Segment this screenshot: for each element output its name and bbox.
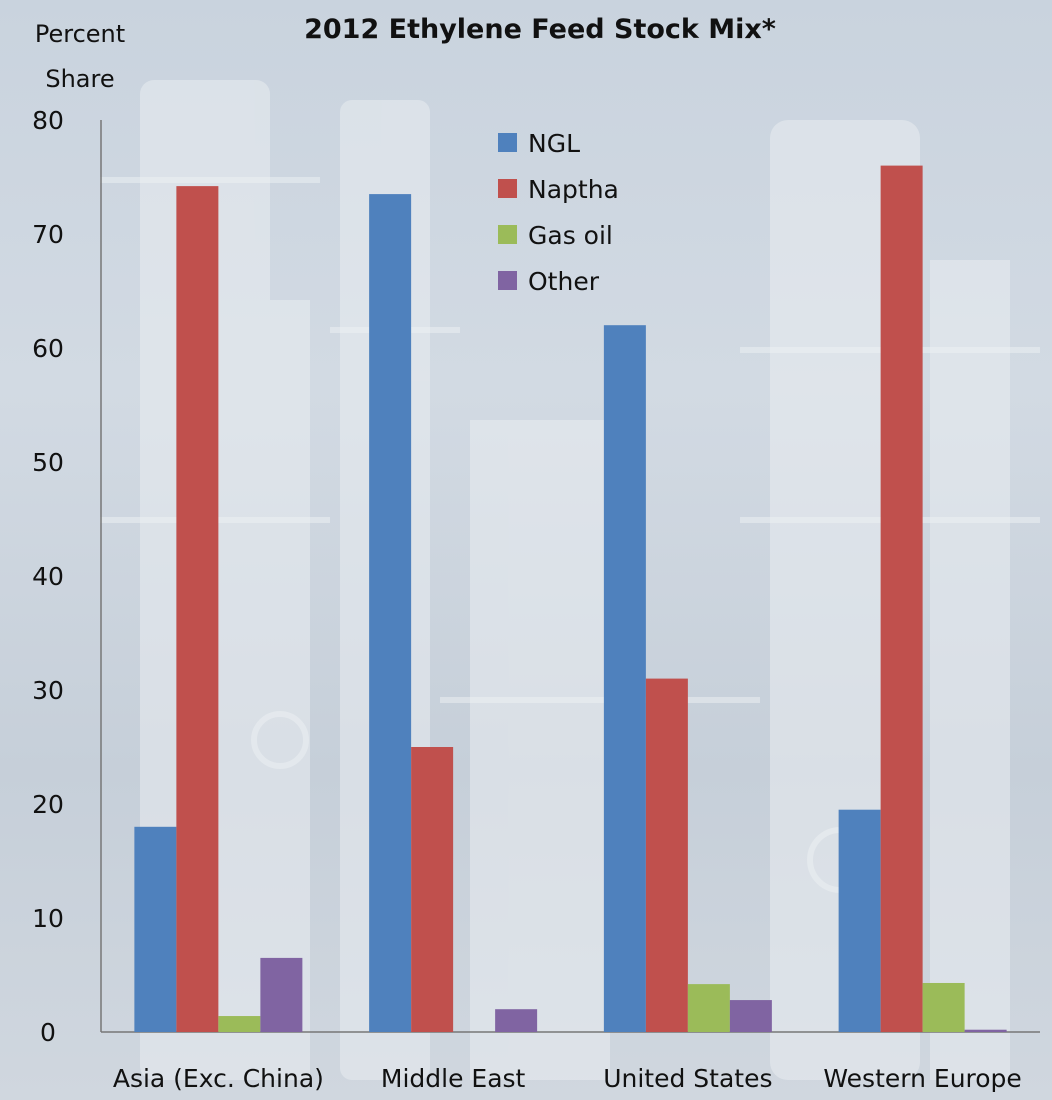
y-tick-label: 60 bbox=[32, 334, 64, 363]
bar-naptha bbox=[411, 747, 454, 1032]
y-tick-label: 20 bbox=[32, 790, 64, 819]
y-tick-label: 70 bbox=[32, 220, 64, 249]
bar-ngl bbox=[369, 194, 412, 1033]
legend-label: NGL bbox=[528, 129, 580, 158]
x-category-label: Middle East bbox=[381, 1064, 526, 1093]
legend-swatch-other bbox=[498, 271, 517, 290]
bar-other bbox=[495, 1009, 538, 1032]
x-category-label: United States bbox=[603, 1064, 772, 1093]
y-tick-label: 80 bbox=[32, 106, 64, 135]
y-axis-label-line1: Percent bbox=[35, 20, 125, 48]
bar-ngl bbox=[134, 826, 177, 1032]
legend-swatch-ngl bbox=[498, 133, 517, 152]
legend-label: Gas oil bbox=[528, 221, 613, 250]
legend: NGL Naptha Gas oil Other bbox=[498, 129, 619, 296]
legend-swatch-naptha bbox=[498, 179, 517, 198]
x-category-label: Asia (Exc. China) bbox=[113, 1064, 324, 1093]
y-tick-label: 30 bbox=[32, 676, 64, 705]
x-category-label: Western Europe bbox=[823, 1064, 1021, 1093]
y-axis-ticks: 0 10 20 30 40 50 60 70 80 bbox=[32, 106, 64, 1047]
legend-label: Naptha bbox=[528, 175, 619, 204]
bar-ngl bbox=[603, 325, 646, 1032]
bar-naptha bbox=[176, 186, 219, 1032]
legend-swatch-gas-oil bbox=[498, 225, 517, 244]
y-tick-label: 50 bbox=[32, 448, 64, 477]
bar-gas-oil bbox=[218, 1016, 261, 1032]
bar-other bbox=[729, 1000, 772, 1032]
bar-gas-oil bbox=[922, 982, 965, 1032]
category-labels: Asia (Exc. China) Middle East United State… bbox=[113, 1064, 1022, 1093]
y-tick-label: 40 bbox=[32, 562, 64, 591]
bar-other bbox=[964, 1029, 1007, 1032]
y-tick-label: 0 bbox=[40, 1018, 56, 1047]
bar-gas-oil bbox=[687, 984, 730, 1032]
bar-naptha bbox=[880, 165, 923, 1033]
y-tick-label: 10 bbox=[32, 904, 64, 933]
bar-other bbox=[260, 957, 303, 1032]
bar-naptha bbox=[645, 678, 688, 1032]
bars-group bbox=[134, 165, 1007, 1033]
bar-ngl bbox=[838, 809, 881, 1032]
chart-title: 2012 Ethylene Feed Stock Mix* bbox=[304, 14, 776, 45]
legend-label: Other bbox=[528, 267, 600, 296]
y-axis-label-line2: Share bbox=[45, 65, 114, 93]
